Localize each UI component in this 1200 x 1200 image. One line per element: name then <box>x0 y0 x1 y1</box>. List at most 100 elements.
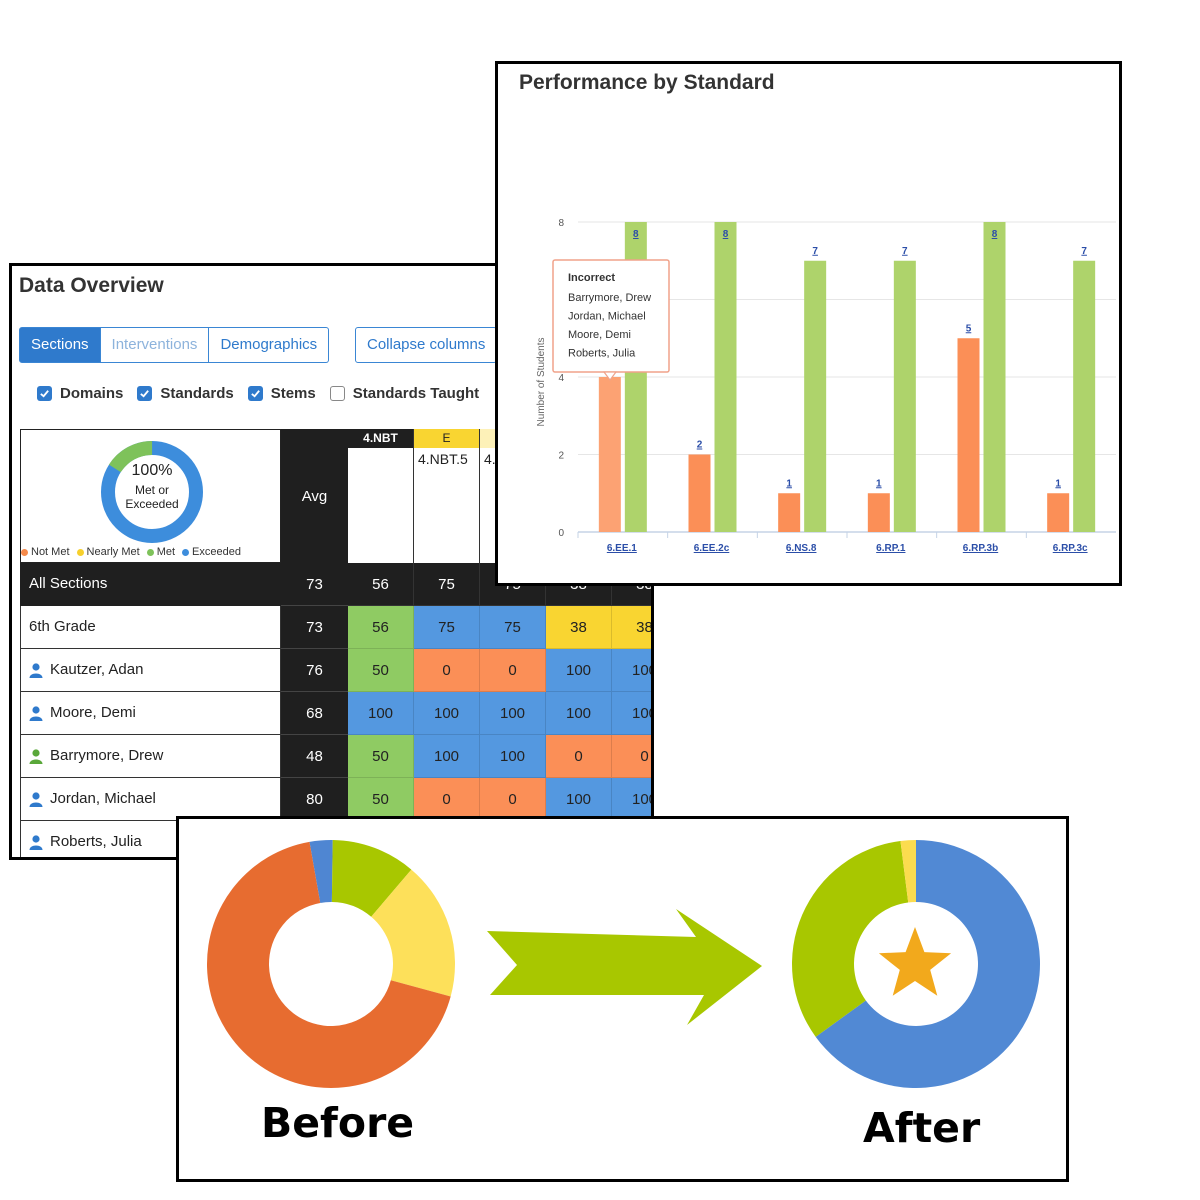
score-cell[interactable]: 0 <box>480 649 546 692</box>
score-cell[interactable]: 0 <box>546 735 612 778</box>
summary-cell: 100% Met or Exceeded Not Met Nearly Met … <box>20 429 281 563</box>
x-category-label[interactable]: 6.RP.3c <box>1053 543 1088 554</box>
before-label: Before <box>261 1099 415 1147</box>
bar-incorrect <box>867 493 890 532</box>
student-row[interactable]: Jordan, Michael805000100100 <box>20 778 651 821</box>
person-icon <box>29 662 43 678</box>
score-cell[interactable]: 100 <box>414 735 480 778</box>
after-donut-slice-exceeded <box>815 840 1040 1088</box>
score-cell[interactable]: 56 <box>348 563 414 606</box>
x-category-label[interactable]: 6.EE.2c <box>694 543 730 554</box>
student-row[interactable]: Kautzer, Adan765000100100 <box>20 649 651 692</box>
legend-dot <box>21 548 28 556</box>
score-cell[interactable]: 100 <box>546 778 612 821</box>
checkbox-unchecked-icon <box>329 386 345 401</box>
incorrect-value-label: 1 <box>876 478 882 489</box>
bar-correct <box>714 222 737 532</box>
checkbox-domains[interactable]: Domains <box>37 385 123 402</box>
summary-caption-line2: Exceeded <box>125 497 179 511</box>
student-row[interactable]: Moore, Demi68100100100100100 <box>20 692 651 735</box>
legend-nearly-met: Nearly Met <box>76 546 140 558</box>
tooltip-name: Barrymore, Drew <box>568 292 651 304</box>
legend-exceeded: Exceeded <box>182 546 241 558</box>
score-cell[interactable]: 38 <box>546 606 612 649</box>
bar-incorrect <box>1047 493 1070 532</box>
before-after-panel: Before After <box>176 816 1069 1182</box>
score-cell[interactable]: 100 <box>612 778 651 821</box>
legend-dot <box>76 548 84 556</box>
x-category-label[interactable]: 6.NS.8 <box>786 543 817 554</box>
score-cell[interactable]: 0 <box>480 778 546 821</box>
score-cell[interactable]: 100 <box>480 735 546 778</box>
legend-label: Nearly Met <box>86 546 140 558</box>
incorrect-value-label: 2 <box>697 440 703 451</box>
checkbox-label: Standards Taught <box>352 385 480 402</box>
bar-incorrect <box>957 338 980 532</box>
score-cell[interactable]: 100 <box>414 692 480 735</box>
star-icon <box>878 927 952 996</box>
bar-correct <box>983 222 1006 532</box>
row-name[interactable]: Barrymore, Drew <box>20 735 281 778</box>
score-cell[interactable]: 50 <box>348 778 414 821</box>
score-cell[interactable]: 0 <box>414 778 480 821</box>
column-header-4nbt5[interactable]: E 4.NBT.5 <box>414 429 480 563</box>
score-cell[interactable]: 56 <box>348 606 414 649</box>
score-cell[interactable]: 75 <box>480 606 546 649</box>
y-tick-label: 0 <box>558 528 564 539</box>
score-cell[interactable]: 75 <box>414 563 480 606</box>
row-name[interactable]: Kautzer, Adan <box>20 649 281 692</box>
incorrect-value-label: 1 <box>1055 478 1061 489</box>
score-cell[interactable]: 100 <box>546 692 612 735</box>
row-name[interactable]: Jordan, Michael <box>20 778 281 821</box>
row-name-text: Kautzer, Adan <box>50 661 144 678</box>
summary-donut <box>101 441 203 543</box>
score-cell[interactable]: 100 <box>348 692 414 735</box>
tooltip-pointer <box>602 371 618 381</box>
student-row[interactable]: Barrymore, Drew 48 50 100 100 0 0 <box>20 735 651 778</box>
row-name[interactable]: Moore, Demi <box>20 692 281 735</box>
score-cell[interactable]: 50 <box>348 649 414 692</box>
legend-met: Met <box>146 546 175 558</box>
score-cell[interactable]: 0 <box>414 649 480 692</box>
column-tag: E <box>414 429 479 448</box>
score-cell[interactable]: 50 <box>348 735 414 778</box>
collapse-columns-button[interactable]: Collapse columns <box>355 327 498 363</box>
score-cell[interactable]: 100 <box>612 692 651 735</box>
score-cell[interactable]: 100 <box>480 692 546 735</box>
row-name-text: Roberts, Julia <box>50 833 142 850</box>
checkbox-standards[interactable]: Standards <box>137 385 234 402</box>
y-tick-label: 8 <box>558 218 564 229</box>
filter-checkboxes: Domains Standards Stems Standards Taught <box>37 385 493 402</box>
row-name[interactable]: All Sections <box>20 563 281 606</box>
tab-interventions[interactable]: Interventions <box>100 327 210 363</box>
checkbox-standards-taught[interactable]: Standards Taught <box>329 385 480 402</box>
tab-demographics[interactable]: Demographics <box>209 327 330 363</box>
summary-donut-met-arc <box>101 441 203 543</box>
summary-legend: Not Met Nearly Met Met Exceeded <box>21 546 248 558</box>
row-name[interactable]: 6th Grade <box>20 606 281 649</box>
performance-chart: 02468Number of Students86.EE.1826.EE.2c7… <box>536 218 1116 554</box>
incorrect-value-label: 1 <box>786 478 792 489</box>
after-donut-slice-met <box>792 840 909 1037</box>
y-axis-label: Number of Students <box>536 338 547 427</box>
checkbox-stems[interactable]: Stems <box>247 385 316 402</box>
x-category-label[interactable]: 6.RP.3b <box>963 543 998 554</box>
tooltip-title: Incorrect <box>568 272 615 284</box>
score-cell[interactable]: 75 <box>414 606 480 649</box>
grade-row[interactable]: 6th Grade 73 56 75 75 38 38 <box>20 606 651 649</box>
row-avg: 76 <box>281 649 348 692</box>
score-cell[interactable]: 100 <box>546 649 612 692</box>
score-cell[interactable]: 0 <box>612 735 651 778</box>
row-avg: 73 <box>281 606 348 649</box>
x-category-label[interactable]: 6.EE.1 <box>607 543 637 554</box>
x-category-label[interactable]: 6.RP.1 <box>876 543 906 554</box>
row-name-text: 6th Grade <box>29 618 96 635</box>
bar-incorrect <box>778 493 801 532</box>
after-label: After <box>863 1104 981 1152</box>
checkbox-checked-icon <box>137 386 153 401</box>
column-header-4nbt[interactable]: 4.NBT <box>348 429 414 563</box>
tab-sections[interactable]: Sections <box>19 327 101 363</box>
score-cell[interactable]: 38 <box>612 606 651 649</box>
page-title: Data Overview <box>19 274 164 297</box>
score-cell[interactable]: 100 <box>612 649 651 692</box>
